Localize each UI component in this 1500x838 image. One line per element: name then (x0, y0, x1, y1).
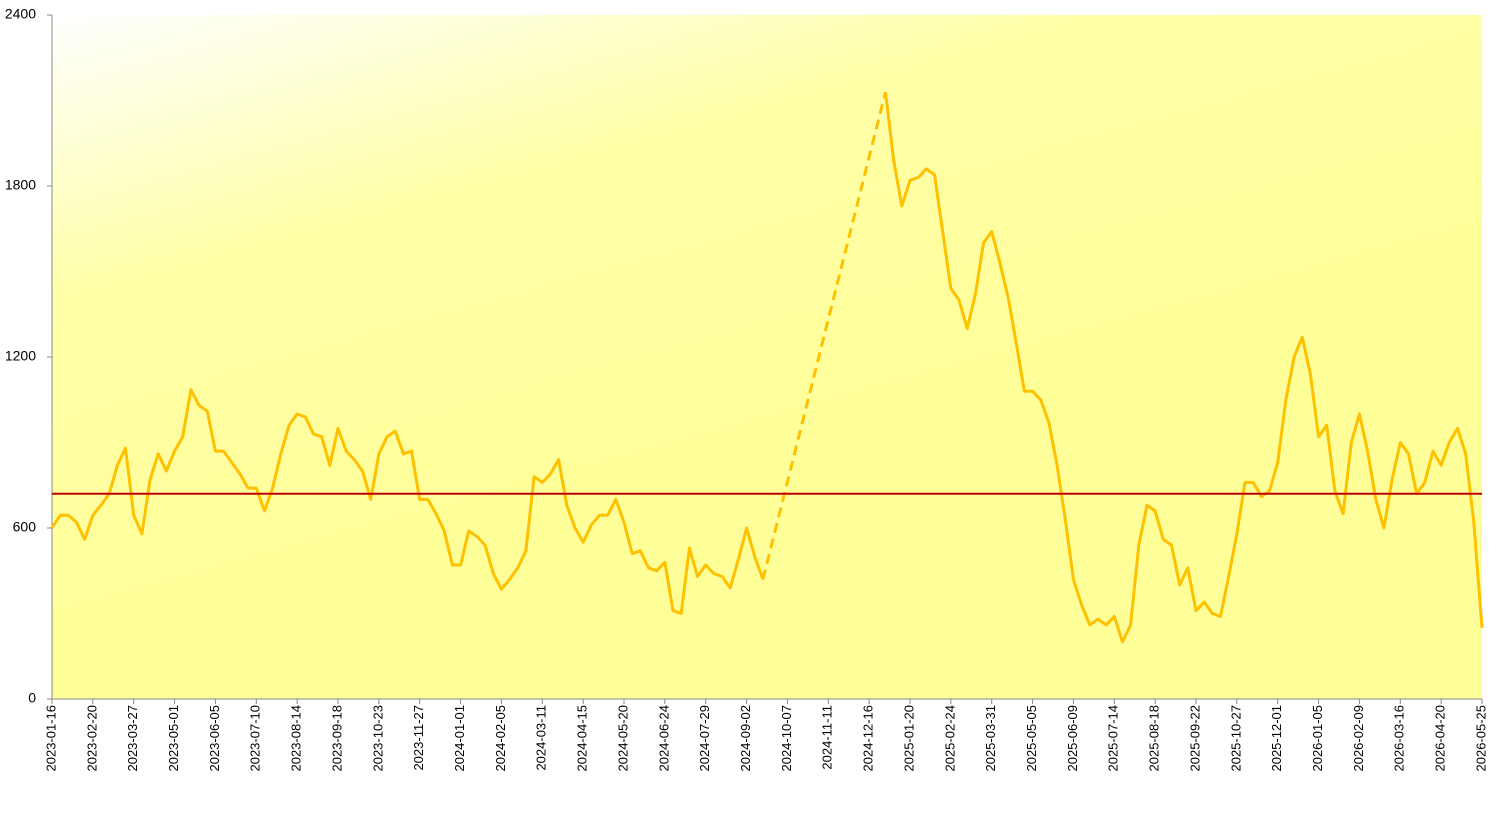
x-tick-label: 2023-11-27 (411, 705, 426, 771)
x-tick-label: 2023-05-01 (166, 705, 181, 772)
y-tick-label: 1800 (5, 177, 36, 193)
x-tick-label: 2026-03-16 (1392, 705, 1407, 772)
y-tick-label: 2400 (5, 6, 36, 22)
x-tick-label: 2026-01-05 (1310, 705, 1325, 772)
x-tick-label: 2024-09-02 (738, 705, 753, 772)
x-tick-label: 2025-01-20 (901, 705, 916, 772)
x-tick-label: 2025-12-01 (1269, 705, 1284, 772)
x-tick-label: 2023-01-16 (43, 705, 58, 772)
x-tick-label: 2025-06-09 (1065, 705, 1080, 772)
x-tick-label: 2023-07-10 (248, 705, 263, 772)
x-tick-label: 2023-08-14 (289, 705, 304, 772)
data-line (761, 91, 887, 580)
x-tick-label: 2023-10-23 (370, 705, 385, 772)
x-tick-label: 2025-10-27 (1228, 705, 1243, 772)
plot-area (52, 15, 1482, 699)
x-tick-label: 2024-04-15 (575, 705, 590, 772)
x-tick-label: 2025-02-24 (942, 705, 957, 772)
x-tick-label: 2024-06-24 (656, 705, 671, 772)
x-tick-label: 2025-05-05 (1024, 705, 1039, 772)
x-tick-label: 2023-03-27 (125, 705, 140, 772)
x-tick-label: 2023-09-18 (329, 705, 344, 772)
x-tick-label: 2024-07-29 (697, 705, 712, 772)
x-tick-label: 2025-08-18 (1147, 705, 1162, 772)
data-line (884, 91, 1484, 644)
x-tick-label: 2025-09-22 (1187, 705, 1202, 772)
y-tick-label: 1200 (5, 348, 36, 364)
data-line (50, 388, 765, 615)
x-tick-label: 2024-01-01 (452, 705, 467, 772)
x-tick-label: 2023-02-20 (84, 705, 99, 772)
x-tick-label: 2024-05-20 (615, 705, 630, 772)
x-tick-label: 2025-03-31 (983, 705, 998, 772)
x-tick-label: 2026-05-25 (1473, 705, 1488, 772)
y-tick-label: 0 (28, 690, 36, 706)
x-tick-label: 2024-12-16 (861, 705, 876, 772)
x-tick-label: 2026-04-20 (1433, 705, 1448, 772)
x-tick-label: 2024-10-07 (779, 705, 794, 772)
x-tick-label: 2024-03-11 (534, 705, 549, 771)
x-tick-label: 2024-11-11 (820, 705, 835, 770)
x-tick-label: 2025-07-14 (1106, 705, 1121, 772)
x-tick-label: 2024-02-05 (493, 705, 508, 772)
y-tick-label: 600 (13, 519, 37, 535)
x-tick-label: 2026-02-09 (1351, 705, 1366, 772)
x-tick-label: 2023-06-05 (207, 705, 222, 772)
